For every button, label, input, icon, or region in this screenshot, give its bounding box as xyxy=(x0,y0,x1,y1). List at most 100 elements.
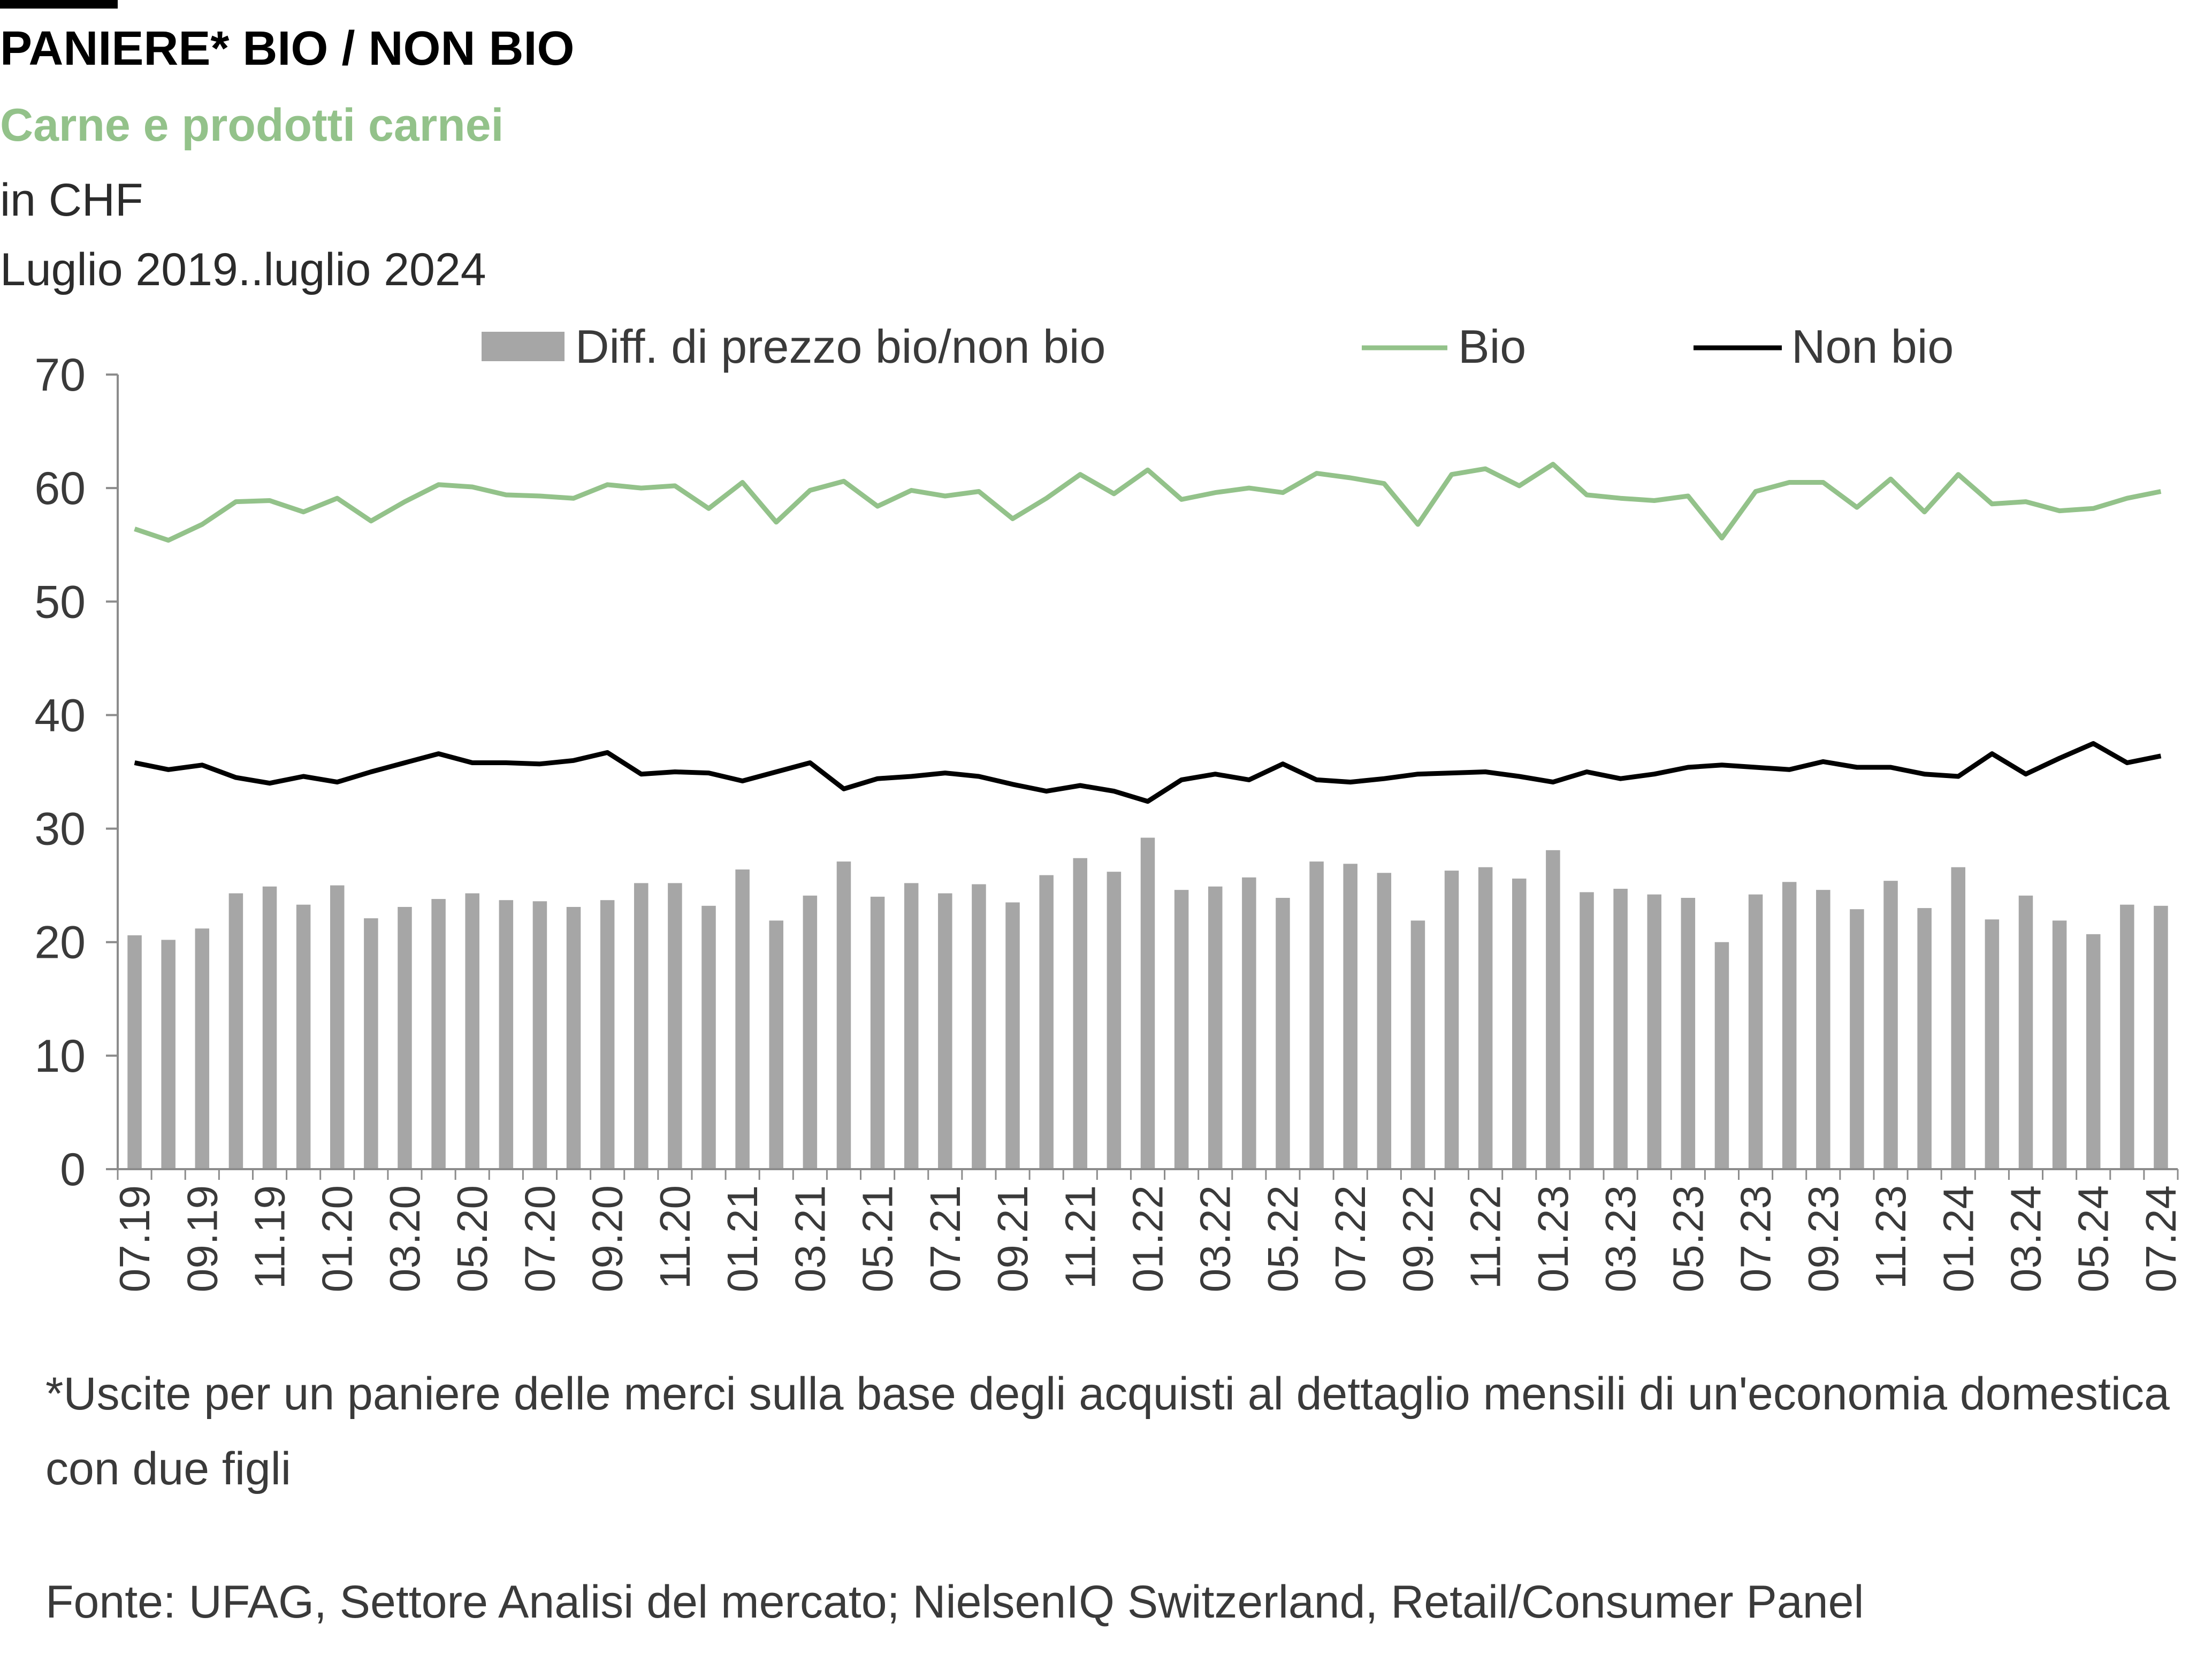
x-tick-label: 01.21 xyxy=(719,1185,766,1292)
bar xyxy=(1613,889,1628,1169)
x-tick-label: 11.21 xyxy=(1056,1185,1104,1289)
x-tick-label: 03.23 xyxy=(1597,1185,1644,1292)
legend-swatch-diff xyxy=(482,332,565,361)
bar xyxy=(1208,886,1223,1169)
bar xyxy=(161,940,176,1169)
bar xyxy=(1478,867,1493,1169)
bar xyxy=(1748,894,1763,1169)
x-tick-label: 07.23 xyxy=(1732,1185,1780,1292)
y-tick-label: 70 xyxy=(34,349,86,401)
bar xyxy=(1410,920,1425,1169)
bar xyxy=(1883,881,1898,1169)
bar xyxy=(127,935,142,1169)
bar xyxy=(836,861,851,1169)
bar xyxy=(904,883,919,1169)
source-note: Fonte: UFAG, Settore Analisi del mercato… xyxy=(45,1576,1864,1628)
bar xyxy=(1546,850,1560,1169)
bar xyxy=(1714,942,1729,1169)
y-tick-label: 30 xyxy=(34,804,86,855)
legend-label-diff: Diff. di prezzo bio/non bio xyxy=(575,320,1105,373)
x-tick-label: 11.22 xyxy=(1462,1185,1509,1289)
bar xyxy=(465,893,479,1169)
bar xyxy=(1039,875,1054,1169)
x-tick-label: 09.19 xyxy=(178,1185,226,1292)
x-tick-label: 09.20 xyxy=(584,1185,631,1292)
x-tick-label: 03.20 xyxy=(381,1185,429,1292)
bar xyxy=(1174,890,1189,1169)
bar xyxy=(1140,837,1155,1169)
bar xyxy=(1580,892,1594,1169)
x-tick-label: 05.22 xyxy=(1259,1185,1307,1292)
x-tick-label: 03.24 xyxy=(2002,1185,2049,1292)
y-tick-label: 40 xyxy=(34,690,86,741)
bar xyxy=(1309,861,1324,1169)
x-tick-label: 05.23 xyxy=(1664,1185,1712,1292)
chart-title: PANIERE* BIO / NON BIO xyxy=(0,22,575,75)
bar xyxy=(1242,877,1256,1169)
x-tick-label: 01.24 xyxy=(1934,1185,1982,1292)
bar xyxy=(330,885,345,1169)
bar xyxy=(195,928,210,1169)
bar xyxy=(228,893,243,1169)
bar xyxy=(803,895,818,1169)
y-tick-label: 0 xyxy=(60,1144,86,1195)
bar xyxy=(1850,909,1864,1169)
series-line-bio xyxy=(134,462,2162,543)
chart-subtitle: Carne e prodotti carnei xyxy=(0,100,504,151)
bar xyxy=(566,906,581,1169)
bar xyxy=(1681,897,1696,1169)
bar xyxy=(2086,934,2101,1169)
x-tick-label: 07.20 xyxy=(516,1185,563,1292)
x-tick-label: 09.21 xyxy=(989,1185,1036,1292)
bar xyxy=(1005,902,1020,1169)
y-tick-label: 10 xyxy=(34,1031,86,1082)
bar xyxy=(296,904,311,1169)
x-tick-label: 03.22 xyxy=(1192,1185,1239,1292)
bar xyxy=(532,901,547,1169)
period-label: Luglio 2019..luglio 2024 xyxy=(0,244,486,295)
bar xyxy=(262,886,277,1169)
x-tick-label: 07.22 xyxy=(1326,1185,1374,1292)
x-tick-label: 11.19 xyxy=(246,1185,294,1289)
bar xyxy=(600,900,615,1169)
footnote: *Uscite per un paniere delle merci sulla… xyxy=(45,1368,2170,1494)
x-tick-label: 01.23 xyxy=(1529,1185,1577,1292)
series-line-non-bio xyxy=(134,741,2162,804)
legend-label-bio: Bio xyxy=(1458,320,1526,373)
bar xyxy=(431,899,446,1169)
bar xyxy=(1647,894,1661,1169)
x-tick-label: 09.22 xyxy=(1394,1185,1441,1292)
bar xyxy=(1951,867,1966,1169)
x-tick-label: 03.21 xyxy=(786,1185,834,1292)
y-tick-label: 60 xyxy=(34,463,86,514)
bar xyxy=(1917,908,1932,1169)
bar xyxy=(1073,858,1088,1169)
title-accent-bar xyxy=(0,0,118,9)
bar xyxy=(701,905,716,1169)
bar xyxy=(870,896,885,1169)
bar xyxy=(938,893,952,1169)
bar xyxy=(1343,864,1357,1169)
x-tick-label: 05.20 xyxy=(448,1185,496,1292)
bar xyxy=(972,884,986,1169)
bar xyxy=(735,869,750,1169)
bar xyxy=(1985,919,2000,1169)
y-tick-label: 50 xyxy=(34,576,86,628)
x-tick-label: 01.20 xyxy=(314,1185,361,1292)
bar xyxy=(1444,871,1459,1169)
x-tick-label: 05.21 xyxy=(854,1185,902,1292)
x-tick-label: 01.22 xyxy=(1124,1185,1172,1292)
bar xyxy=(668,883,682,1169)
x-tick-label: 05.24 xyxy=(2070,1185,2117,1292)
bar xyxy=(1512,878,1527,1169)
bar xyxy=(2018,895,2033,1169)
bar xyxy=(2120,904,2134,1169)
bar xyxy=(1782,882,1797,1169)
x-tick-label: 07.24 xyxy=(2137,1185,2185,1292)
bar xyxy=(1107,872,1122,1169)
bar xyxy=(2154,905,2168,1169)
bar xyxy=(398,906,412,1169)
x-tick-label: 11.23 xyxy=(1867,1185,1914,1289)
x-tick-label: 09.23 xyxy=(1799,1185,1847,1292)
bar xyxy=(499,900,514,1169)
